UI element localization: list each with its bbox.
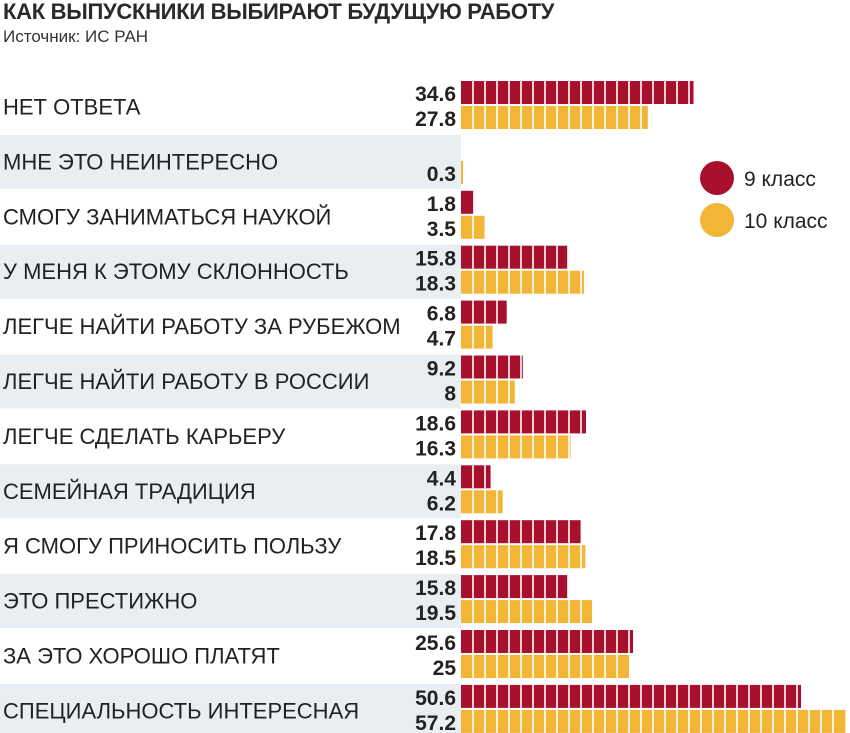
value-label: 3.5 [427, 218, 457, 241]
bar [461, 600, 593, 624]
value-label: 18.3 [415, 273, 456, 296]
value-label: 19.5 [415, 602, 456, 625]
bar [461, 630, 634, 653]
category-label: ЛЕГЧЕ СДЕЛАТЬ КАРЬЕРУ [3, 424, 286, 449]
bar [461, 465, 491, 489]
value-label: 34.6 [415, 83, 456, 106]
bar [461, 81, 694, 104]
bar [461, 160, 464, 184]
legend-swatch [700, 203, 734, 237]
value-label: 4.4 [427, 467, 457, 490]
category-label: Я СМОГУ ПРИНОСИТЬ ПОЛЬЗУ [3, 534, 342, 559]
row-stripe [0, 464, 461, 519]
row-stripe [0, 134, 461, 189]
value-label: 15.8 [415, 577, 456, 600]
category-label: ЛЕГЧЕ НАЙТИ РАБОТУ ЗА РУБЕЖОМ [3, 314, 401, 339]
value-label: 6.2 [427, 492, 456, 515]
bar [461, 300, 507, 324]
value-label: 50.6 [415, 687, 456, 710]
category-label: МНЕ ЭТО НЕИНТЕРЕСНО [3, 149, 278, 174]
bar [461, 380, 515, 404]
value-label: 27.8 [415, 108, 456, 131]
bar [461, 575, 568, 599]
bar [461, 490, 503, 514]
row-stripes [0, 134, 461, 733]
category-label: ЗА ЭТО ХОРОШО ПЛАТЯТ [3, 643, 280, 668]
bar [461, 545, 586, 569]
value-label: 4.7 [427, 328, 456, 351]
category-label: СЕМЕЙНАЯ ТРАДИЦИЯ [3, 479, 256, 504]
bar [461, 435, 571, 459]
value-label: 57.2 [415, 712, 456, 733]
legend-label: 10 класс [744, 210, 828, 233]
category-label: У МЕНЯ К ЭТОМУ СКЛОННОСТЬ [3, 259, 349, 284]
bar [461, 106, 648, 129]
value-label: 17.8 [415, 522, 456, 545]
value-label: 16.3 [415, 437, 456, 460]
bar [461, 410, 586, 434]
chart-source: Источник: ИС РАН [3, 27, 149, 46]
bar [461, 245, 568, 269]
row-stripe [0, 244, 461, 299]
value-label: 25.6 [415, 632, 456, 655]
value-label: 8 [444, 383, 456, 406]
labels: НЕТ ОТВЕТА 34.627.8 МНЕ ЭТО НЕИНТЕРЕСНО 0.3… [3, 83, 456, 733]
bar [461, 190, 474, 214]
category-label: СМОГУ ЗАНИМАТЬСЯ НАУКОЙ [3, 204, 331, 229]
value-label: 0.3 [427, 163, 456, 186]
legend-swatch [700, 161, 734, 195]
value-label: 6.8 [427, 303, 457, 326]
category-label: ЭТО ПРЕСТИЖНО [3, 589, 197, 614]
bar [461, 270, 584, 294]
bars [461, 81, 846, 733]
value-label: 18.5 [415, 547, 456, 570]
value-label: 1.8 [427, 193, 457, 216]
value-label: 9.2 [427, 358, 456, 381]
bar [461, 325, 493, 349]
value-label: 25 [433, 657, 457, 680]
category-label: ЛЕГЧЕ НАЙТИ РАБОТУ В РОССИИ [3, 369, 369, 394]
category-label: СПЕЦИАЛЬНОСТЬ ИНТЕРЕСНАЯ [3, 698, 359, 723]
legend-label: 9 класс [744, 168, 816, 191]
legend: 9 класс 10 класс [700, 161, 828, 237]
row-stripe [0, 354, 461, 409]
row-stripe [0, 574, 461, 628]
row-stripe [0, 683, 461, 733]
value-label: 18.6 [415, 412, 456, 435]
value-label: 15.8 [415, 248, 456, 271]
chart-title: КАК ВЫПУСКНИКИ ВЫБИРАЮТ БУДУЩУЮ РАБОТУ [3, 0, 555, 24]
bar [461, 355, 523, 379]
bar [461, 684, 802, 708]
category-label: НЕТ ОТВЕТА [3, 94, 141, 119]
